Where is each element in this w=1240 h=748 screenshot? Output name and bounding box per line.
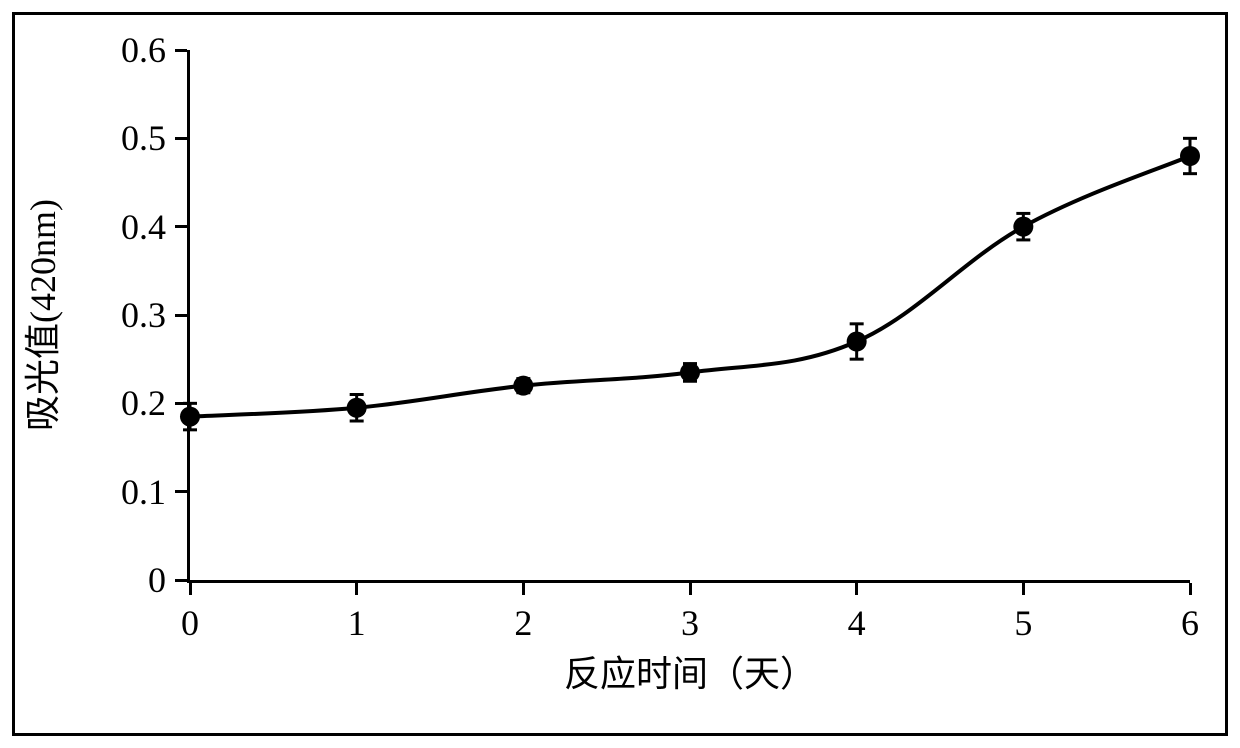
x-tick-label: 1 (348, 602, 366, 644)
x-tick (522, 583, 525, 595)
y-tick (175, 490, 187, 493)
data-marker (1180, 146, 1200, 166)
y-tick-label: 0.2 (76, 382, 166, 424)
y-tick-label: 0.3 (76, 294, 166, 336)
y-tick (175, 314, 187, 317)
y-tick-label: 0 (76, 559, 166, 601)
x-tick (355, 583, 358, 595)
data-marker (347, 398, 367, 418)
y-tick-label: 0.6 (76, 29, 166, 71)
line-series (190, 50, 1190, 580)
y-tick (175, 137, 187, 140)
data-marker (1013, 217, 1033, 237)
data-marker (513, 376, 533, 396)
data-marker (847, 332, 867, 352)
x-axis-label: 反应时间（天） (564, 645, 816, 697)
x-tick-label: 2 (514, 602, 532, 644)
x-tick-label: 3 (681, 602, 699, 644)
data-marker (680, 362, 700, 382)
y-tick (175, 579, 187, 582)
x-tick (189, 583, 192, 595)
x-tick (1022, 583, 1025, 595)
y-tick (175, 49, 187, 52)
y-tick (175, 402, 187, 405)
x-tick-label: 5 (1014, 602, 1032, 644)
x-tick-label: 4 (848, 602, 866, 644)
y-tick-label: 0.1 (76, 471, 166, 513)
y-tick-label: 0.5 (76, 117, 166, 159)
x-tick-label: 0 (181, 602, 199, 644)
y-axis-label: 吸光值(420nm) (14, 199, 66, 431)
data-marker (180, 407, 200, 427)
y-tick-label: 0.4 (76, 206, 166, 248)
x-tick (855, 583, 858, 595)
plot-area: 00.10.20.30.40.50.60123456 (190, 50, 1190, 580)
y-tick (175, 225, 187, 228)
chart-container: 00.10.20.30.40.50.60123456 吸光值(420nm) 反应… (0, 0, 1240, 748)
x-tick (689, 583, 692, 595)
x-tick (1189, 583, 1192, 595)
x-tick-label: 6 (1181, 602, 1199, 644)
